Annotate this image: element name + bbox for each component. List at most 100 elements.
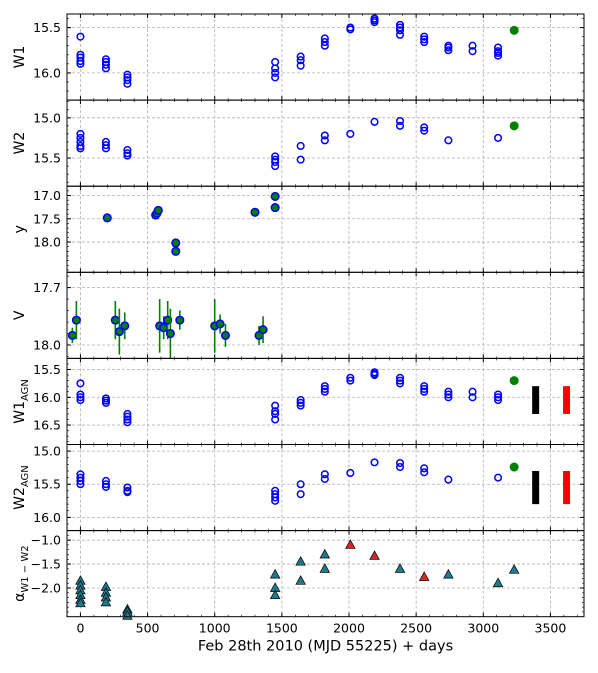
- data-point: [123, 418, 132, 427]
- data-point: [420, 126, 429, 135]
- data-point: [123, 488, 132, 497]
- data-point: [123, 149, 132, 158]
- data-point: [271, 493, 280, 502]
- data-point: [345, 539, 356, 549]
- data-point: [509, 462, 519, 472]
- data-point: [123, 76, 132, 85]
- data-point: [271, 158, 280, 167]
- data-point: [76, 141, 85, 151]
- data-point: [271, 401, 280, 410]
- data-point: [395, 26, 405, 35]
- data-point: [71, 315, 81, 325]
- data-point: [76, 393, 85, 402]
- data-point: [468, 47, 477, 56]
- data-point: [295, 555, 306, 566]
- data-point: [395, 20, 405, 29]
- data-point: [320, 38, 329, 47]
- data-point: [171, 238, 181, 248]
- data-point: [123, 409, 132, 418]
- data-point: [494, 43, 503, 52]
- data-point: [395, 458, 405, 468]
- data-point: [494, 473, 503, 482]
- data-point: [320, 382, 329, 391]
- data-point: [395, 379, 405, 388]
- data-point: [76, 133, 85, 142]
- data-point: [271, 415, 280, 424]
- data-point: [271, 64, 280, 73]
- x-tick-label: 0: [76, 621, 84, 636]
- data-point: [420, 123, 429, 132]
- panels-group: 15.5 16.0 W1 15.0 15.5 W2 17.0 17.5 18.0 y 17.7 18.…: [12, 13, 585, 636]
- panel-frame: [66, 13, 585, 101]
- y-tick-label: 15.5: [33, 362, 61, 377]
- y-tick-label: 15.5: [33, 151, 61, 166]
- data-point: [468, 393, 477, 402]
- data-point: [123, 412, 132, 421]
- data-point: [76, 129, 85, 138]
- data-point: [123, 79, 132, 88]
- data-point: [271, 496, 280, 505]
- data-point: [159, 323, 169, 333]
- data-point: [271, 407, 280, 416]
- data-point: [443, 568, 454, 579]
- data-point: [420, 382, 429, 391]
- data-point: [370, 371, 379, 380]
- data-point: [444, 43, 453, 52]
- data-point: [395, 121, 405, 130]
- data-point: [270, 191, 280, 201]
- data-point: [175, 315, 185, 325]
- data-point: [494, 390, 503, 399]
- data-point: [319, 548, 331, 559]
- data-point: [123, 415, 132, 424]
- data-point: [271, 73, 280, 82]
- data-point: [320, 136, 329, 145]
- y-axis-label: W1: [12, 46, 28, 69]
- data-point: [269, 589, 281, 600]
- data-point: [75, 597, 86, 608]
- data-point: [76, 480, 85, 489]
- data-point: [76, 390, 85, 399]
- data-point: [420, 384, 429, 394]
- data-point: [296, 398, 305, 407]
- y-tick-label: 17.0: [33, 188, 61, 203]
- panel-4: 17.7 18.0 V: [12, 271, 585, 359]
- y-tick-label: 16.0: [33, 390, 61, 405]
- data-point: [101, 60, 110, 69]
- data-point: [320, 387, 329, 396]
- y-tick-label: 15.0: [33, 444, 61, 459]
- y-tick-label: 15.5: [33, 477, 61, 492]
- y-tick-label: 17.7: [33, 280, 61, 295]
- data-point: [270, 203, 280, 213]
- data-point: [296, 401, 305, 410]
- data-point: [420, 464, 429, 473]
- x-tick-label: 500: [136, 621, 160, 636]
- data-point: [101, 398, 110, 407]
- data-point: [101, 64, 110, 73]
- data-point: [346, 376, 355, 385]
- data-point: [76, 476, 85, 485]
- data-point: [102, 213, 112, 223]
- data-point: [494, 51, 503, 60]
- data-point: [370, 117, 379, 126]
- panel-frame: [66, 185, 585, 273]
- data-point: [320, 470, 329, 479]
- data-point: [395, 462, 405, 472]
- data-point: [420, 38, 429, 47]
- data-point: [420, 35, 429, 44]
- data-point: [509, 376, 519, 386]
- data-point: [271, 68, 280, 77]
- data-point: [320, 131, 329, 140]
- y-axis-label: W2AGN: [12, 465, 31, 510]
- data-point: [444, 390, 453, 399]
- data-point: [370, 18, 379, 27]
- y-tick-label: 16.0: [33, 510, 61, 525]
- data-point: [420, 32, 429, 41]
- data-point: [444, 46, 453, 55]
- data-point: [468, 41, 477, 50]
- data-point: [394, 563, 406, 573]
- y-axis-label: W2: [12, 132, 28, 155]
- data-point: [250, 207, 260, 217]
